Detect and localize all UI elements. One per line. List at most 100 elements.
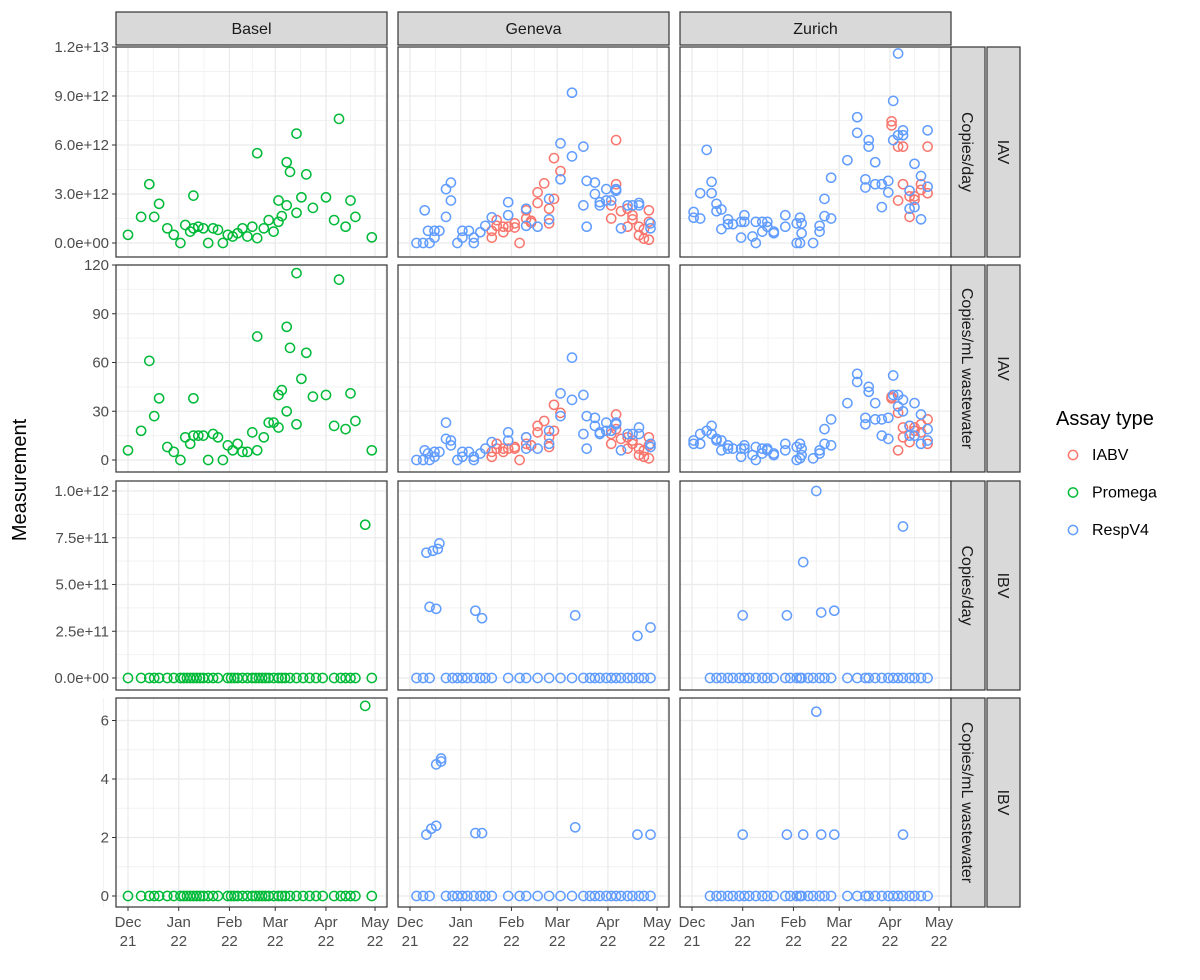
data-point-promega xyxy=(276,210,288,222)
x-tick-label: Apr xyxy=(878,914,901,931)
data-point-promega xyxy=(307,391,319,402)
strip-unit xyxy=(950,264,986,473)
data-point-respv4 xyxy=(860,173,871,185)
data-point-iabv xyxy=(904,211,915,223)
data-point-promega xyxy=(251,147,263,159)
data-point-respv4 xyxy=(417,890,429,902)
data-point-respv4 xyxy=(807,890,819,902)
data-point-respv4 xyxy=(645,438,656,450)
data-point-respv4 xyxy=(474,672,486,684)
data-point-respv4 xyxy=(897,521,909,532)
panel-border xyxy=(397,46,670,258)
data-point-respv4 xyxy=(761,216,773,228)
data-point-promega xyxy=(237,446,248,458)
data-point-respv4 xyxy=(815,607,827,618)
data-point-respv4 xyxy=(781,610,793,621)
data-point-respv4 xyxy=(796,443,807,454)
data-point-respv4 xyxy=(851,890,863,902)
data-point-respv4 xyxy=(869,156,881,168)
data-point-iabv xyxy=(643,440,655,451)
data-point-respv4 xyxy=(627,200,638,211)
data-point-respv4 xyxy=(486,672,498,684)
data-point-respv4 xyxy=(761,672,773,684)
x-tick-label: Dec xyxy=(679,914,706,931)
x-tick-label: Mar xyxy=(544,914,570,931)
data-point-promega xyxy=(366,672,378,684)
data-point-respv4 xyxy=(610,418,622,430)
data-point-respv4 xyxy=(737,610,749,621)
data-point-respv4 xyxy=(825,672,837,684)
data-point-respv4 xyxy=(520,203,532,215)
data-point-respv4 xyxy=(869,414,881,425)
data-point-promega xyxy=(273,672,284,684)
data-point-respv4 xyxy=(532,672,543,684)
x-tick-label: 21 xyxy=(684,933,701,950)
data-point-iabv xyxy=(622,221,633,233)
data-point-respv4 xyxy=(915,170,927,182)
data-point-respv4 xyxy=(468,672,480,684)
data-point-promega xyxy=(350,211,361,223)
data-point-respv4 xyxy=(756,672,768,684)
data-point-promega xyxy=(192,430,204,441)
data-point-respv4 xyxy=(802,672,814,684)
data-point-respv4 xyxy=(578,389,589,401)
data-point-respv4 xyxy=(445,440,457,451)
data-point-respv4 xyxy=(429,451,440,463)
data-point-respv4 xyxy=(594,428,606,440)
data-point-promega xyxy=(188,392,199,404)
data-point-promega xyxy=(291,672,302,684)
x-tick-label: 22 xyxy=(452,933,469,950)
data-point-promega xyxy=(366,890,378,902)
strip-geneva xyxy=(397,11,670,46)
x-tick-label: 22 xyxy=(831,933,848,950)
data-point-respv4 xyxy=(502,672,514,684)
data-point-promega xyxy=(284,672,296,684)
y-tick-label: 6 xyxy=(101,713,109,730)
data-point-respv4 xyxy=(869,672,881,684)
data-point-respv4 xyxy=(814,226,825,237)
data-point-iabv xyxy=(497,221,509,233)
data-point-respv4 xyxy=(897,124,909,136)
x-tick-label: 22 xyxy=(882,933,899,950)
x-tick-label: 22 xyxy=(318,933,335,950)
data-point-respv4 xyxy=(543,438,555,450)
strip-label: Zurich xyxy=(793,21,837,38)
data-point-respv4 xyxy=(796,227,807,239)
data-point-promega xyxy=(345,388,356,399)
data-point-respv4 xyxy=(711,890,722,902)
y-tick-label: 1.0e+12 xyxy=(54,483,109,500)
data-point-respv4 xyxy=(825,440,837,451)
data-point-promega xyxy=(207,672,219,684)
data-point-respv4 xyxy=(476,827,488,839)
data-point-promega xyxy=(284,166,296,178)
data-point-iabv xyxy=(886,115,897,127)
data-point-iabv xyxy=(892,195,904,206)
data-point-respv4 xyxy=(645,829,656,840)
data-point-promega xyxy=(153,672,165,684)
data-point-promega xyxy=(296,373,307,385)
data-point-respv4 xyxy=(768,672,780,684)
data-point-respv4 xyxy=(706,187,717,199)
data-point-respv4 xyxy=(722,672,734,684)
data-point-respv4 xyxy=(909,201,920,213)
data-point-iabv xyxy=(638,233,650,244)
panel-border xyxy=(397,480,670,691)
data-point-respv4 xyxy=(566,890,578,902)
data-point-promega xyxy=(300,169,312,180)
x-tick-label: May xyxy=(643,914,672,931)
data-point-promega xyxy=(317,890,329,902)
data-point-iabv xyxy=(886,120,897,131)
data-point-respv4 xyxy=(514,890,525,902)
data-point-respv4 xyxy=(457,890,468,902)
data-point-respv4 xyxy=(825,414,837,425)
data-point-promega xyxy=(276,890,288,902)
strip-virus-label: IBV xyxy=(994,790,1011,816)
data-point-respv4 xyxy=(463,225,475,237)
strip-virus-label: IBV xyxy=(994,573,1011,599)
data-point-respv4 xyxy=(445,435,457,446)
data-point-iabv xyxy=(520,438,532,450)
data-point-respv4 xyxy=(457,451,468,463)
data-point-respv4 xyxy=(747,231,758,242)
x-tick-label: 21 xyxy=(120,933,137,950)
